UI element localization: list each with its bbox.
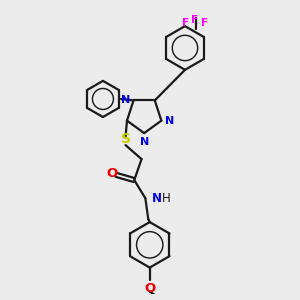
Text: N: N <box>140 137 149 147</box>
Text: F: F <box>191 15 198 25</box>
Text: O: O <box>106 167 118 180</box>
Text: N: N <box>121 95 130 105</box>
Text: F: F <box>200 19 208 28</box>
Text: H: H <box>161 192 170 205</box>
Text: F: F <box>182 19 189 28</box>
Text: O: O <box>144 282 155 295</box>
Text: S: S <box>121 132 130 146</box>
Text: N: N <box>152 192 162 205</box>
Text: N: N <box>165 116 174 126</box>
